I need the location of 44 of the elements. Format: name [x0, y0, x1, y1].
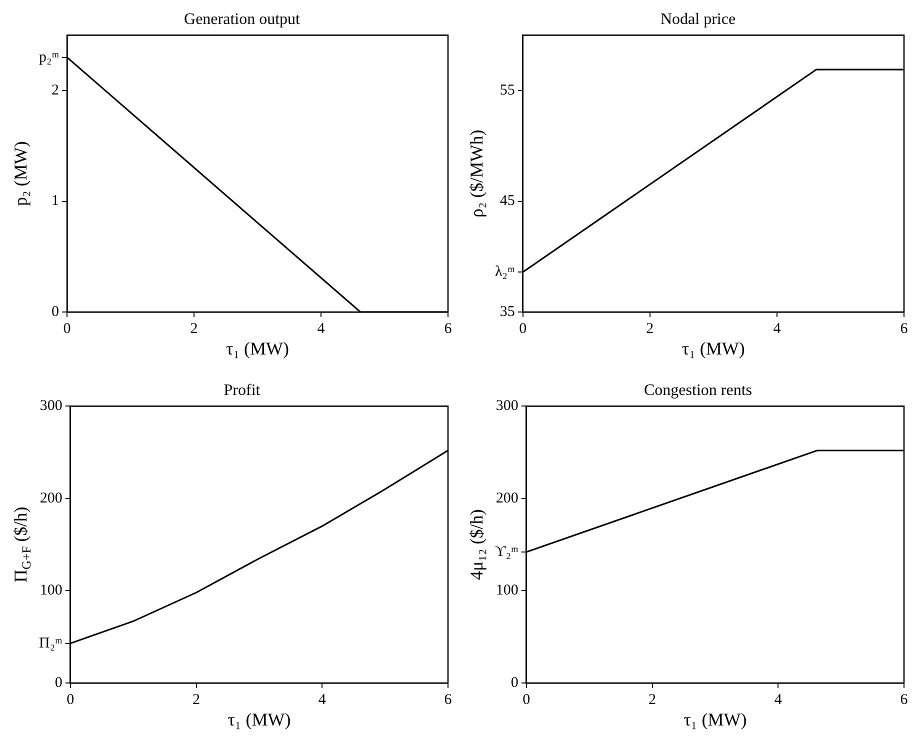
y-tick-label: 300 [496, 398, 518, 414]
x-tick-label: 6 [900, 692, 908, 708]
y-tick-label: 45 [500, 193, 515, 210]
y-tick-label: Π₂ᵐ [38, 635, 64, 652]
x-axis-title: τ₁ (MW) [228, 710, 291, 730]
x-tick-label: 2 [190, 320, 198, 337]
x-tick-label: 4 [774, 692, 782, 708]
y-tick-label: 100 [496, 582, 518, 599]
x-tick-label: 2 [648, 692, 656, 708]
chart-title: Generation output [184, 10, 301, 28]
y-tick-label: p₂ᵐ [39, 49, 60, 66]
y-tick-label: 0 [510, 674, 518, 691]
x-tick-label: 2 [192, 692, 200, 708]
y-tick-label: 200 [40, 490, 62, 506]
y-tick-label: 0 [54, 674, 62, 691]
chart-title: Congestion rents [644, 382, 752, 399]
y-tick-label: 300 [40, 398, 62, 414]
x-tick-label: 0 [66, 692, 74, 708]
x-tick-label: 4 [318, 692, 326, 708]
y-tick-label: λ₂ᵐ [494, 264, 516, 280]
y-axis-title: p₂ (MW) [10, 141, 31, 206]
chart-title: Profit [224, 382, 261, 399]
x-tick-label: 4 [773, 320, 782, 337]
y-tick-label: 35 [500, 304, 515, 320]
x-tick-label: 2 [646, 320, 654, 337]
y-axis-title: ρ₂ ($/MWh) [466, 130, 487, 218]
x-tick-label: 6 [444, 320, 452, 337]
x-tick-label: 4 [317, 320, 326, 337]
x-axis-title: τ₁ (MW) [226, 338, 290, 359]
y-tick-label: ϒ₂ᵐ [494, 544, 520, 560]
y-tick-label: 100 [40, 582, 62, 599]
x-tick-label: 6 [444, 692, 452, 708]
y-axis-title: ΠG+F ($/h) [10, 506, 34, 582]
x-tick-label: 0 [522, 692, 530, 708]
y-tick-label: 0 [52, 304, 60, 320]
y-axis-title: 4μ₁₂ ($/h) [466, 509, 487, 580]
y-tick-label: 200 [496, 490, 518, 506]
x-axis-title: τ₁ (MW) [684, 710, 747, 730]
x-axis-title: τ₁ (MW) [682, 338, 745, 359]
y-tick-label: 1 [52, 193, 60, 210]
y-tick-label: 55 [500, 82, 515, 98]
x-tick-label: 6 [900, 320, 908, 337]
chart-title: Nodal price [660, 10, 736, 28]
y-tick-label: 2 [52, 82, 60, 98]
